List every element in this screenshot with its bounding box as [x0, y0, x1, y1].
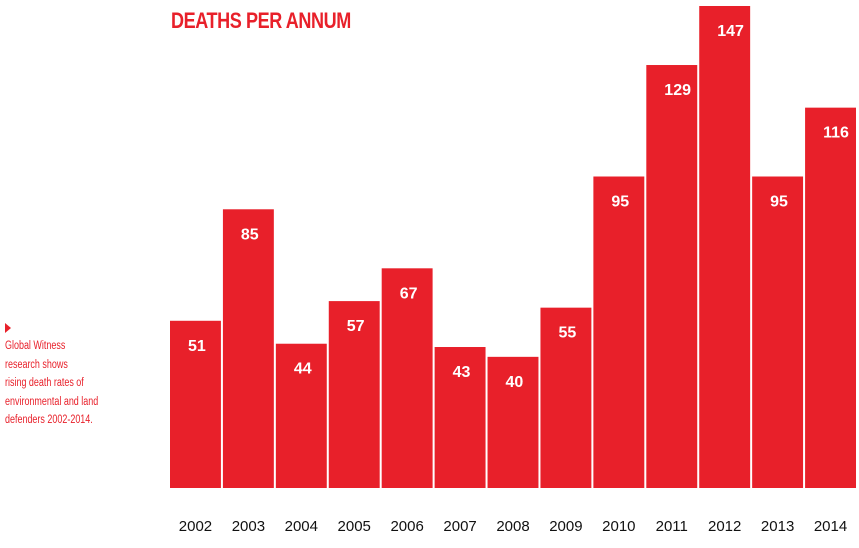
- x-tick-label-2010: 2010: [602, 518, 635, 535]
- x-tick-label-2013: 2013: [761, 518, 794, 535]
- bar-2005: [328, 301, 380, 488]
- x-tick-label-2004: 2004: [285, 518, 318, 535]
- chart-caption: Global Witness research shows rising dea…: [5, 340, 99, 426]
- bar-2007: [434, 347, 486, 488]
- bar-label-2002: 51: [188, 338, 206, 355]
- x-tick-label-2006: 2006: [390, 518, 423, 535]
- x-tick-label-2005: 2005: [338, 518, 371, 535]
- bar-label-2013: 95: [770, 194, 788, 211]
- bar-label-2008: 40: [506, 374, 524, 391]
- bars-group: [170, 6, 856, 489]
- bar-label-2003: 85: [241, 226, 259, 243]
- bar-label-2007: 43: [453, 364, 471, 381]
- bar-2013: [752, 176, 804, 488]
- bar-label-2009: 55: [558, 325, 576, 342]
- bar-2002: [170, 320, 221, 488]
- bar-2003: [222, 209, 274, 489]
- x-tick-label-2007: 2007: [443, 518, 476, 535]
- x-tick-label-2011: 2011: [656, 518, 688, 535]
- bar-labels-group: 51 85 44 57 67 43 40 55 95 129 147 95 116: [188, 23, 849, 391]
- bar-label-2004: 44: [294, 361, 312, 378]
- bar-2004: [275, 343, 327, 488]
- triangle-right-icon: [5, 323, 11, 333]
- bar-2009: [540, 307, 592, 488]
- bar-label-2012: 147: [717, 23, 744, 40]
- x-tick-label-2014: 2014: [814, 518, 847, 535]
- bar-label-2011: 129: [664, 82, 691, 99]
- x-tick-label-2008: 2008: [496, 518, 529, 535]
- bar-2006: [381, 268, 433, 488]
- chart-title: DEATHS PER ANNUM: [171, 8, 351, 33]
- x-tick-labels-group: 2002 2003 2004 2005 2006 2007 2008 2009 2010 2011…: [179, 518, 847, 535]
- x-tick-label-2009: 2009: [549, 518, 582, 535]
- bar-label-2006: 67: [400, 285, 418, 302]
- bar-2010: [593, 176, 645, 488]
- bar-label-2010: 95: [611, 194, 629, 211]
- x-tick-label-2003: 2003: [232, 518, 265, 535]
- bar-2008: [487, 356, 539, 488]
- bar-2014: [805, 107, 856, 489]
- x-tick-label-2012: 2012: [708, 518, 741, 535]
- bar-label-2005: 57: [347, 318, 365, 335]
- bar-label-2014: 116: [823, 125, 849, 142]
- x-tick-label-2002: 2002: [179, 518, 212, 535]
- bar-2011: [646, 65, 698, 489]
- bar-2012: [699, 6, 751, 488]
